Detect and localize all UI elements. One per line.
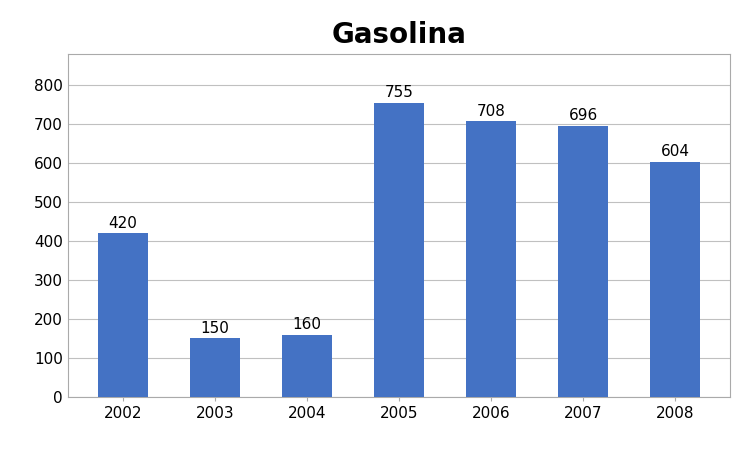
Bar [98,233,148,397]
Text: 696: 696 [569,108,598,124]
Text: 420: 420 [108,216,138,231]
Text: 160: 160 [293,317,322,332]
Bar [650,161,700,397]
Title: Gasolina: Gasolina [331,21,467,49]
Bar [373,103,425,397]
Bar [282,335,332,397]
Text: 755: 755 [385,86,413,101]
Text: 604: 604 [660,144,690,159]
Bar [466,121,517,397]
Bar [190,338,240,397]
Bar [558,126,608,397]
Text: 150: 150 [201,321,230,336]
Text: 708: 708 [477,104,505,119]
